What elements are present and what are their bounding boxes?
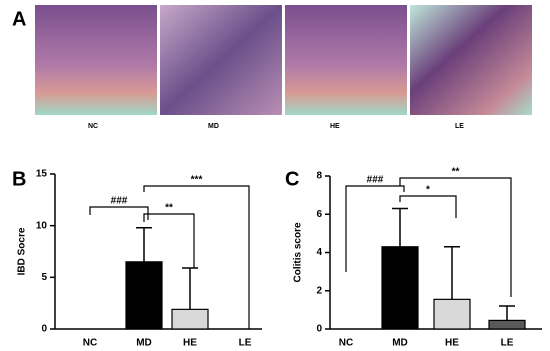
significance-label: ### bbox=[367, 175, 384, 186]
panel-label: B bbox=[12, 168, 26, 190]
significance-label: ### bbox=[111, 196, 128, 207]
panel-label: A bbox=[12, 8, 26, 30]
y-tick-label: 10 bbox=[36, 220, 48, 231]
significance-label: ** bbox=[452, 167, 460, 178]
error-bar bbox=[136, 226, 152, 262]
y-tick-label: 15 bbox=[36, 169, 48, 180]
y-axis-label: IBD Socre bbox=[17, 227, 28, 275]
image-label: LE bbox=[455, 123, 464, 130]
histology-image bbox=[410, 5, 532, 115]
error-bar bbox=[182, 267, 198, 310]
y-tick-label: 0 bbox=[41, 324, 47, 335]
bar bbox=[381, 246, 419, 330]
y-tick-label: 0 bbox=[316, 324, 322, 335]
histology-image bbox=[285, 5, 407, 115]
x-tick-label: MD bbox=[136, 338, 152, 349]
bar bbox=[125, 261, 163, 330]
x-tick-label: MD bbox=[392, 338, 408, 349]
significance-bracket bbox=[89, 206, 149, 220]
bar bbox=[171, 308, 209, 330]
y-tick-label: 8 bbox=[316, 171, 322, 182]
bar bbox=[433, 298, 471, 330]
significance-bracket bbox=[399, 177, 512, 297]
image-label: HE bbox=[330, 123, 340, 130]
significance-bracket bbox=[399, 195, 457, 218]
significance-bracket bbox=[143, 213, 195, 268]
y-tick-label: 6 bbox=[316, 209, 322, 220]
y-tick-label: 4 bbox=[316, 247, 322, 258]
significance-bracket bbox=[143, 185, 250, 329]
y-axis-label: Colitis score bbox=[293, 222, 304, 282]
error-bar bbox=[499, 305, 515, 321]
significance-bracket bbox=[345, 185, 405, 272]
error-bar bbox=[444, 246, 460, 300]
bar bbox=[488, 319, 526, 330]
image-label: MD bbox=[208, 123, 219, 130]
y-tick-label: 2 bbox=[316, 285, 322, 296]
significance-label: * bbox=[426, 185, 430, 196]
image-label: NC bbox=[88, 123, 98, 130]
x-tick-label: LE bbox=[501, 338, 514, 349]
x-tick-label: LE bbox=[239, 338, 252, 349]
x-tick-label: NC bbox=[339, 338, 353, 349]
x-tick-label: HE bbox=[183, 338, 197, 349]
histology-image bbox=[160, 5, 282, 115]
x-tick-label: HE bbox=[445, 338, 459, 349]
error-bar bbox=[392, 207, 408, 247]
histology-image bbox=[35, 5, 157, 115]
panel-label: C bbox=[285, 168, 299, 190]
y-tick-label: 5 bbox=[41, 272, 47, 283]
significance-label: *** bbox=[191, 175, 203, 186]
significance-label: ** bbox=[165, 203, 173, 214]
x-tick-label: NC bbox=[83, 338, 97, 349]
